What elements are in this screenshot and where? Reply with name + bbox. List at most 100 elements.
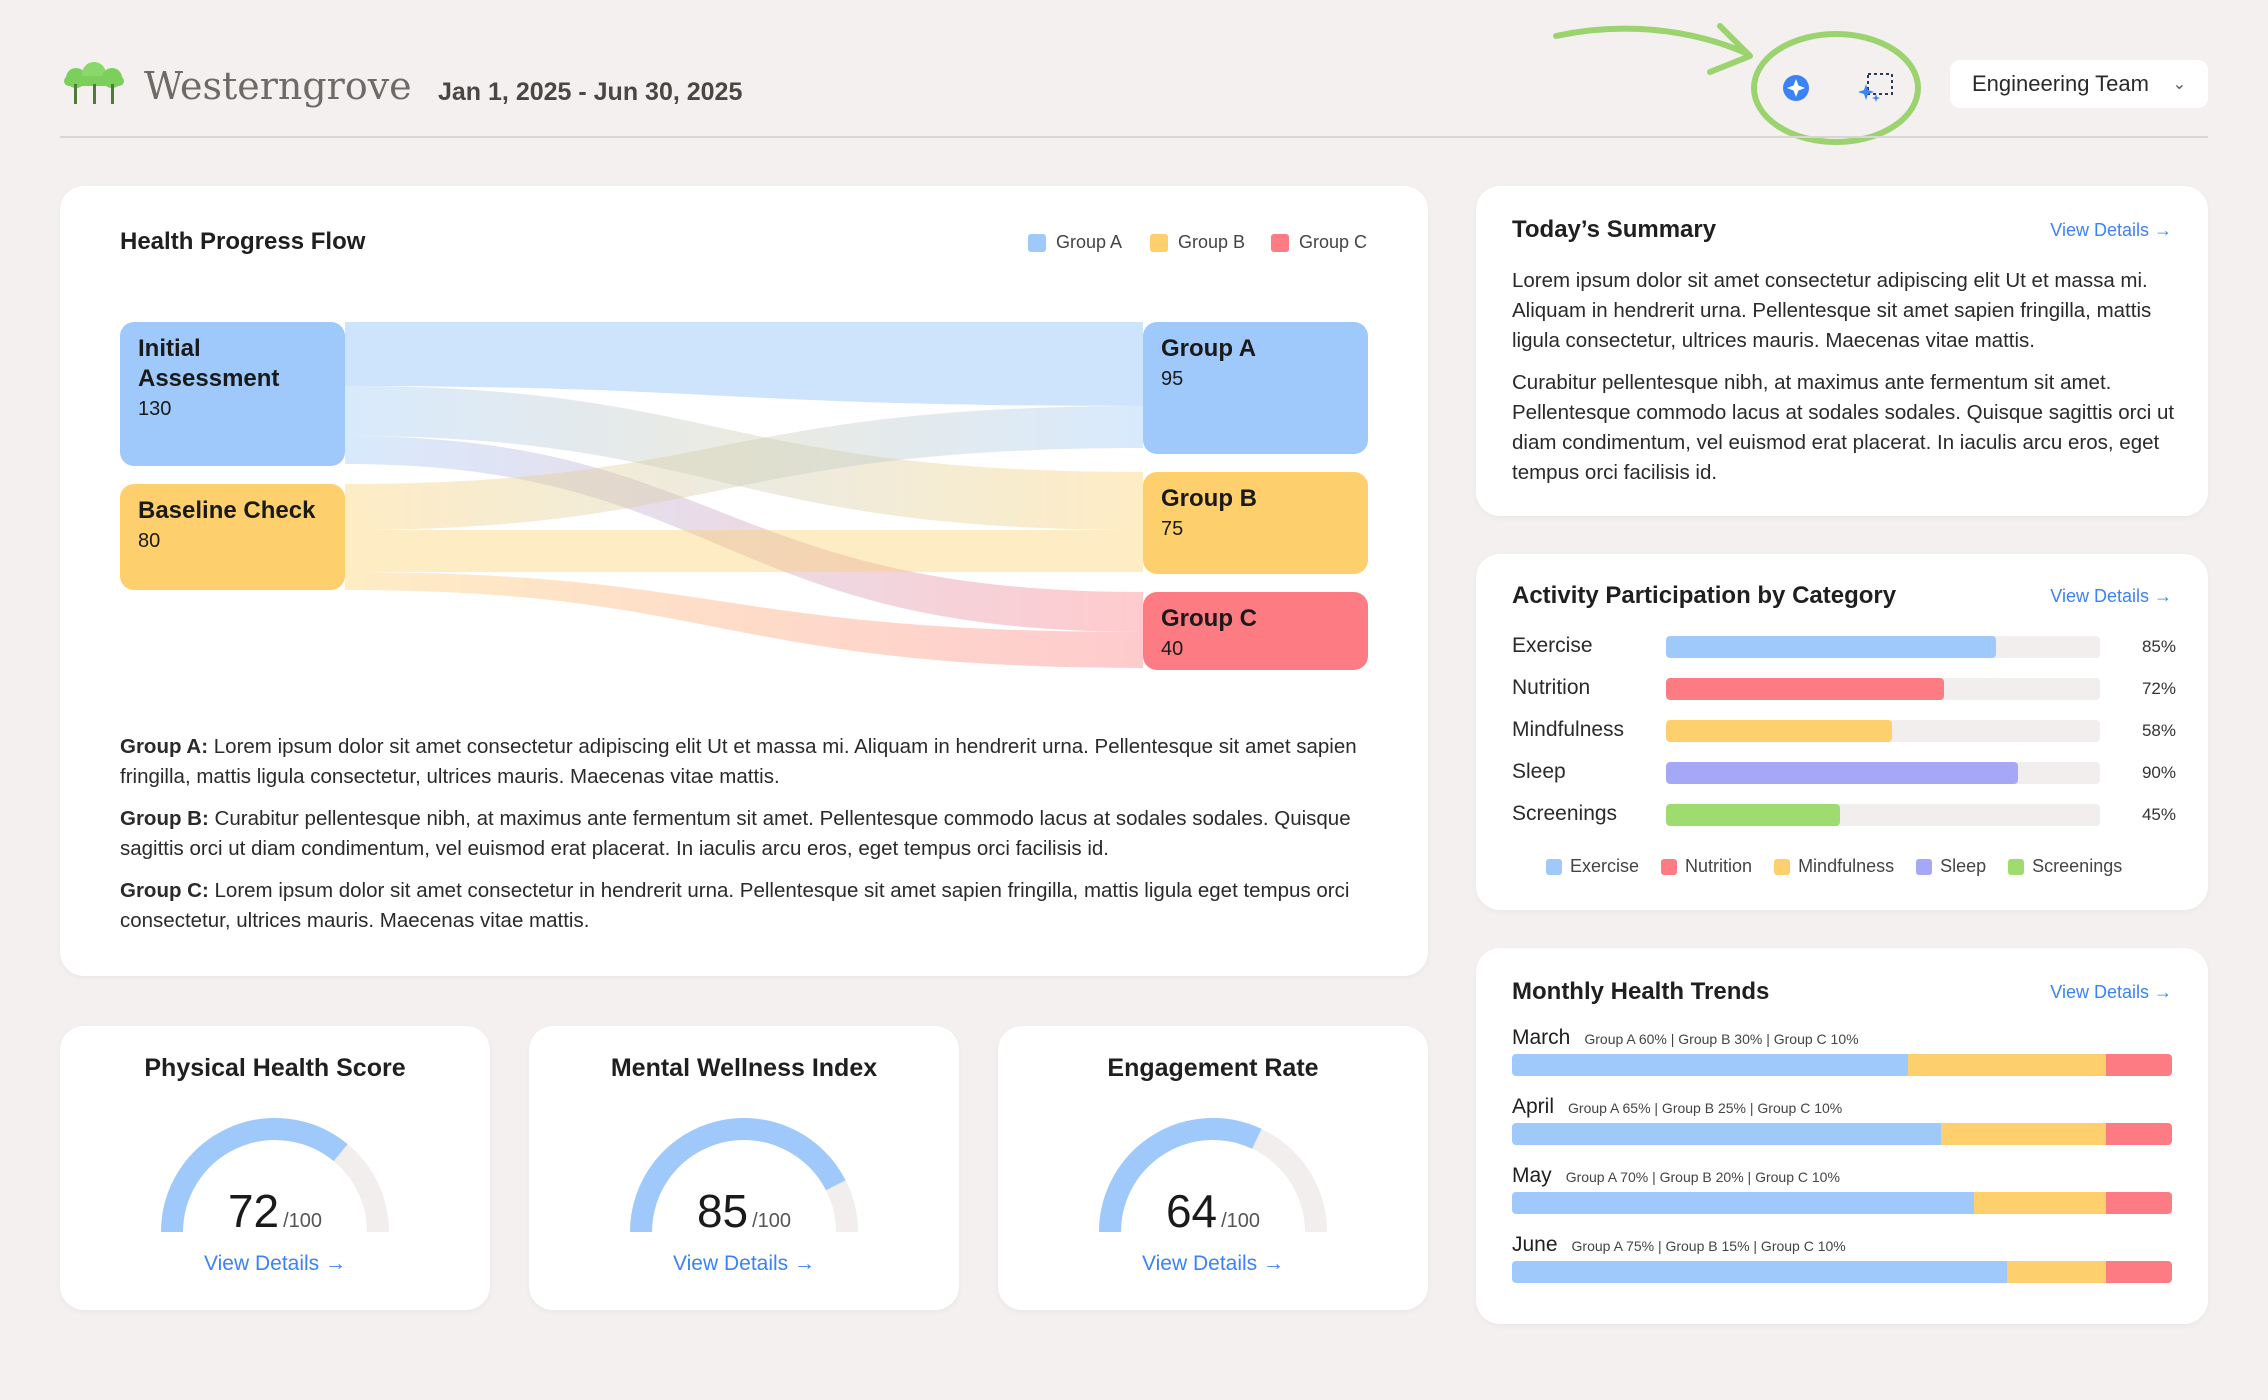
legend-item-group-c: Group C: [1271, 232, 1367, 253]
trend-note: Group A 60% | Group B 30% | Group C 10%: [1584, 1031, 1859, 1047]
sankey-links: [345, 322, 1143, 668]
trend-segment-group-c: [2106, 1261, 2172, 1283]
description-group-b: Group B: Curabitur pellentesque nibh, at…: [120, 807, 1351, 860]
view-details-link[interactable]: View Details →: [1142, 1252, 1284, 1275]
trend-segment-group-b: [1941, 1123, 2106, 1145]
trend-month: April: [1512, 1095, 1555, 1118]
activity-bar-track: [1666, 720, 2100, 742]
trend-segment-group-b: [1974, 1192, 2106, 1214]
gauge-arc: [630, 1118, 858, 1233]
trend-row: March Group A 60% | Group B 30% | Group C…: [1512, 1026, 2172, 1076]
legend-item-exercise: Exercise: [1546, 856, 1639, 877]
activity-percent: 58%: [2141, 721, 2176, 740]
activity-row: Exercise 85%: [1512, 632, 2176, 662]
gauge-value: 72/100: [227, 1185, 323, 1237]
description-group-c: Group C: Lorem ipsum dolor sit amet cons…: [120, 879, 1350, 932]
activity-percent: 90%: [2141, 763, 2176, 782]
node-group-b[interactable]: Group B 75: [1143, 472, 1368, 574]
activity-view-details-link[interactable]: View Details →: [2050, 586, 2172, 606]
legend-item-mindfulness: Mindfulness: [1774, 856, 1894, 877]
view-details-link[interactable]: View Details →: [204, 1252, 346, 1275]
trend-segment-group-a: [1512, 1261, 2007, 1283]
summary-title: Today’s Summary: [1512, 216, 1717, 243]
trend-segment-group-b: [2007, 1261, 2106, 1283]
trend-note: Group A 65% | Group B 25% | Group C 10%: [1568, 1100, 1843, 1116]
node-baseline-check[interactable]: Baseline Check 80: [120, 484, 345, 590]
link-initial-to-c: [345, 436, 1143, 632]
activity-row: Mindfulness 58%: [1512, 716, 2176, 746]
link-baseline-to-c: [345, 572, 1143, 668]
legend-item-nutrition: Nutrition: [1661, 856, 1752, 877]
trend-note: Group A 70% | Group B 20% | Group C 10%: [1565, 1169, 1840, 1185]
trend-month: May: [1512, 1164, 1552, 1187]
gauge-title: Mental Wellness Index: [610, 1054, 878, 1082]
header: Westerngrove Jan 1, 2025 - Jun 30, 2025 …: [60, 50, 2208, 138]
activity-row: Sleep 90%: [1512, 758, 2176, 788]
activity-bar-fill: [1666, 678, 1944, 700]
activity-row: Nutrition 72%: [1512, 674, 2176, 704]
activity-title: Activity Participation by Category: [1512, 582, 1897, 609]
trend-note: Group A 75% | Group B 15% | Group C 10%: [1571, 1238, 1846, 1254]
description-group-a: Group A: Lorem ipsum dolor sit amet cons…: [120, 735, 1357, 788]
trend-segment-group-c: [2106, 1123, 2172, 1145]
monthly-health-trends-card: Monthly Health Trends View Details → Mar…: [1476, 948, 2208, 1324]
activity-bar-fill: [1666, 804, 1840, 826]
view-details-link[interactable]: View Details →: [673, 1252, 815, 1275]
legend-item-sleep: Sleep: [1916, 856, 1986, 877]
gauge-value: 64/100: [1165, 1185, 1261, 1237]
sankey-title: Health Progress Flow: [120, 228, 366, 255]
activity-bar-track: [1666, 762, 2100, 784]
team-select-dropdown[interactable]: Engineering Team ⌄: [1950, 60, 2208, 108]
node-group-c[interactable]: Group C 40: [1143, 592, 1368, 670]
activity-participation-card: Activity Participation by Category View …: [1476, 554, 2208, 910]
ai-select-area-icon[interactable]: [1854, 66, 1898, 110]
summary-paragraph-2: Curabitur pellentesque nibh, at maximus …: [1512, 371, 2175, 484]
activity-bar-fill: [1666, 762, 2018, 784]
link-baseline-to-a: [345, 406, 1143, 530]
trends-view-details-link[interactable]: View Details →: [2050, 982, 2172, 1002]
gauge-arc: [161, 1118, 389, 1233]
activity-bar-fill: [1666, 720, 1892, 742]
activity-bar-track: [1666, 678, 2100, 700]
gauge-title: Engagement Rate: [1107, 1054, 1319, 1082]
activity-label: Sleep: [1512, 760, 1566, 783]
trend-stacked-bar: [1512, 1054, 2172, 1076]
node-initial-assessment[interactable]: Initial Assessment 130: [120, 322, 345, 466]
chevron-down-icon: ⌄: [2172, 76, 2186, 93]
activity-label: Exercise: [1512, 634, 1593, 657]
date-range[interactable]: Jan 1, 2025 - Jun 30, 2025: [438, 78, 743, 106]
physical-health-score-card: Physical Health Score 72/100 View Detail…: [60, 1026, 490, 1310]
gauge-fill: [630, 1118, 846, 1233]
trend-month: March: [1512, 1026, 1571, 1049]
brand-name: Westerngrove: [144, 64, 412, 108]
todays-summary-card: Today’s Summary View Details → Lorem ips…: [1476, 186, 2208, 516]
activity-legend: Exercise Nutrition Mindfulness Sleep Scr…: [1546, 856, 2144, 877]
activity-percent: 72%: [2141, 679, 2176, 698]
activity-label: Nutrition: [1512, 676, 1591, 699]
activity-percent: 45%: [2141, 805, 2176, 824]
trends-title: Monthly Health Trends: [1512, 978, 1770, 1005]
trend-segment-group-c: [2106, 1054, 2172, 1076]
trend-row: June Group A 75% | Group B 15% | Group C …: [1512, 1233, 2172, 1283]
legend-item-group-b: Group B: [1150, 232, 1245, 253]
team-select-label: Engineering Team: [1972, 71, 2149, 96]
summary-paragraph-1: Lorem ipsum dolor sit amet consectetur a…: [1512, 269, 2152, 352]
trend-row: May Group A 70% | Group B 20% | Group C 1…: [1512, 1164, 2172, 1214]
engagement-rate-card: Engagement Rate 64/100 View Details →: [998, 1026, 1428, 1310]
trend-month: June: [1512, 1233, 1558, 1256]
activity-label: Mindfulness: [1512, 718, 1625, 741]
trend-segment-group-b: [1908, 1054, 2106, 1076]
node-group-a[interactable]: Group A 95: [1143, 322, 1368, 454]
gauge-fill: [1099, 1118, 1262, 1233]
ai-sparkle-icon[interactable]: [1774, 66, 1818, 110]
trend-stacked-bar: [1512, 1123, 2172, 1145]
link-baseline-to-b: [345, 530, 1143, 572]
activity-percent: 85%: [2141, 637, 2176, 656]
trend-row: April Group A 65% | Group B 25% | Group C…: [1512, 1095, 2172, 1145]
activity-bar-fill: [1666, 636, 1996, 658]
summary-view-details-link[interactable]: View Details →: [2050, 220, 2172, 240]
activity-bar-track: [1666, 804, 2100, 826]
trend-segment-group-c: [2106, 1192, 2172, 1214]
tree-logo-icon: [64, 62, 124, 104]
link-initial-to-a: [345, 322, 1143, 406]
